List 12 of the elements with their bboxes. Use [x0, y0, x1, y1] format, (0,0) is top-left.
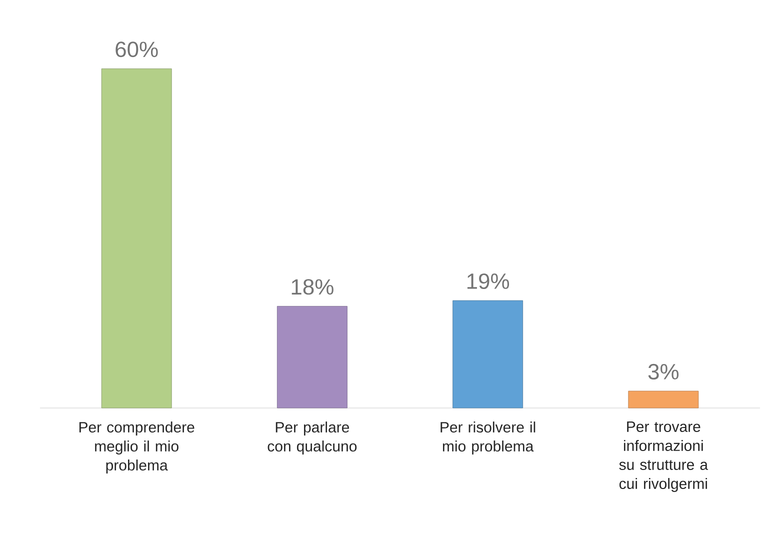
bar	[101, 68, 172, 408]
bar	[452, 300, 524, 408]
data-label: 19%	[467, 273, 510, 290]
x-tick-label: Per risolvere il mio problema	[440, 422, 536, 455]
bar	[628, 390, 699, 408]
bar	[276, 306, 348, 408]
x-tick-label: Per comprendere meglio il mio problema	[79, 422, 194, 474]
data-label: 3%	[648, 364, 679, 380]
x-tick-label: Per parlare con qualcuno	[268, 422, 357, 455]
x-tick-label: Per trovare informazioni su strutture a cui rivolgermi	[619, 422, 708, 492]
data-label: 60%	[116, 42, 158, 58]
data-label: 18%	[292, 279, 334, 295]
